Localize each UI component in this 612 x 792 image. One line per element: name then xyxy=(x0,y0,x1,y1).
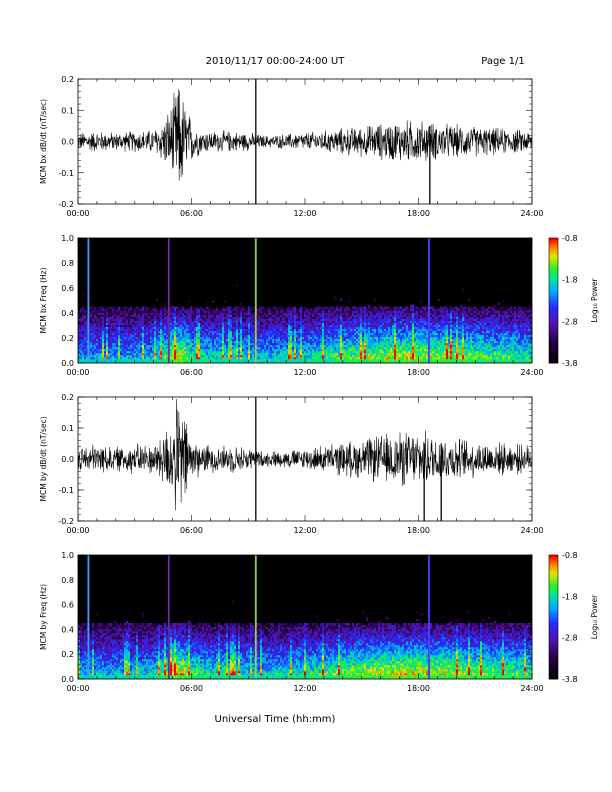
colorbar-label: Log₁₀ Power xyxy=(590,594,599,639)
y-tick-label: 0.0 xyxy=(61,359,74,368)
y-tick-label: 1.0 xyxy=(61,234,74,243)
spectrogram-vertical-line xyxy=(254,238,257,363)
colorbar-tick-label: -0.8 xyxy=(562,551,578,560)
colorbar-tick-label: -2.8 xyxy=(562,317,578,326)
x-tick-label: 06:00 xyxy=(180,526,203,535)
y-tick-label: 0.0 xyxy=(61,138,74,147)
x-tick-label: 12:00 xyxy=(293,209,316,218)
y-tick-label: 0.4 xyxy=(61,625,74,634)
by-spectrogram-panel: -0.8 -1.8 -2.8 -3.8 Log₁₀ Power 00:00 06:00 12:… xyxy=(39,551,599,693)
spectrogram-vertical-line xyxy=(428,555,430,679)
x-tick-label: 06:00 xyxy=(180,209,203,218)
x-tick-label: 18:00 xyxy=(407,368,430,377)
colorbar-tick-label: -0.8 xyxy=(562,234,578,243)
colorbar-label: Log₁₀ Power xyxy=(590,277,599,322)
y-axis-label: MCM bx dB/dt (nT/sec) xyxy=(39,99,48,184)
spectrogram-vertical-line xyxy=(428,238,430,363)
y-axis-label: MCM by dB/dt (nT/sec) xyxy=(39,416,48,501)
bx-spectrogram-panel: -0.8 -1.8 -2.8 -3.8 Log₁₀ Power 00:00 06:00 12:… xyxy=(39,234,599,377)
y-tick-label: -0.1 xyxy=(58,486,74,495)
y-tick-label: 0.8 xyxy=(61,259,74,268)
x-tick-label: 24:00 xyxy=(520,368,543,377)
spectrogram-vertical-line xyxy=(167,555,170,679)
y-tick-label: 1.0 xyxy=(61,551,74,560)
spectrogram-cells xyxy=(78,284,533,364)
y-tick-label: 0.2 xyxy=(61,650,74,659)
colorbar-tick-label: -1.8 xyxy=(562,276,578,285)
colorbar-frame xyxy=(548,554,559,680)
colorbar-tick-label: -1.8 xyxy=(562,592,578,601)
y-tick-label: -0.2 xyxy=(58,517,74,526)
y-tick-label: 0.2 xyxy=(61,334,74,343)
y-tick-label: 0.2 xyxy=(61,75,74,84)
colorbar-tick-label: -2.8 xyxy=(562,634,578,643)
y-axis-label: MCM bx Freq (Hz) xyxy=(39,267,48,333)
x-tick-label: 18:00 xyxy=(407,684,430,693)
y-tick-label: 0.8 xyxy=(61,576,74,585)
x-tick-label: 00:00 xyxy=(66,684,89,693)
page-indicator: Page 1/1 xyxy=(481,56,524,67)
x-tick-label: 12:00 xyxy=(293,684,316,693)
by-waveform-panel: 00:00 06:00 12:00 18:00 24:00 0.2 0.1 0.0 -0.1 -0… xyxy=(39,393,544,535)
x-axis-label: Universal Time (hh:mm) xyxy=(215,714,336,725)
x-tick-label: 24:00 xyxy=(520,209,543,218)
y-tick-label: 0.6 xyxy=(61,601,74,610)
waveform xyxy=(77,79,533,204)
x-tick-label: 00:00 xyxy=(66,368,89,377)
colorbar: -0.8 -1.8 -2.8 -3.8 Log₁₀ Power xyxy=(548,551,599,684)
colorbar-frame xyxy=(548,237,559,364)
colorbar: -0.8 -1.8 -2.8 -3.8 Log₁₀ Power xyxy=(548,234,599,368)
spectrogram-vertical-line xyxy=(87,555,90,679)
waveform-trace xyxy=(77,398,533,511)
x-tick-label: 00:00 xyxy=(66,526,89,535)
y-tick-label: -0.2 xyxy=(58,200,74,209)
x-tick-label: 06:00 xyxy=(180,684,203,693)
waveform xyxy=(77,397,533,521)
x-tick-label: 00:00 xyxy=(66,209,89,218)
spectrogram-vertical-line xyxy=(254,555,257,679)
x-tick-label: 18:00 xyxy=(407,526,430,535)
y-tick-label: 0.1 xyxy=(61,424,74,433)
colorbar-tick-label: -3.8 xyxy=(562,675,578,684)
figure-title: 2010/11/17 00:00-24:00 UT xyxy=(206,56,346,67)
y-tick-label: 0.1 xyxy=(61,106,74,115)
x-tick-label: 12:00 xyxy=(293,368,316,377)
y-tick-label: -0.1 xyxy=(58,169,74,178)
x-tick-label: 12:00 xyxy=(293,526,316,535)
panels: 00:00 06:00 12:00 18:00 24:00 0.2 0.1 0.0 -0.1 -0… xyxy=(39,75,599,693)
y-tick-label: 0.0 xyxy=(61,455,74,464)
colorbar-tick-label: -3.8 xyxy=(562,359,578,368)
x-tick-label: 24:00 xyxy=(520,526,543,535)
waveform-trace xyxy=(77,89,533,181)
y-tick-label: 0.0 xyxy=(61,675,74,684)
x-tick-label: 24:00 xyxy=(520,684,543,693)
spectrogram-vertical-line xyxy=(167,238,170,363)
bx-waveform-panel: 00:00 06:00 12:00 18:00 24:00 0.2 0.1 0.0 -0.1 -0… xyxy=(39,75,544,218)
y-axis-label: MCM by Freq (Hz) xyxy=(39,584,48,650)
y-tick-label: 0.2 xyxy=(61,393,74,402)
x-tick-label: 18:00 xyxy=(407,209,430,218)
x-tick-label: 06:00 xyxy=(180,368,203,377)
spectrogram-cells xyxy=(78,601,533,680)
y-tick-label: 0.6 xyxy=(61,284,74,293)
spectrogram-vertical-line xyxy=(87,238,90,363)
y-tick-label: 0.4 xyxy=(61,309,74,318)
